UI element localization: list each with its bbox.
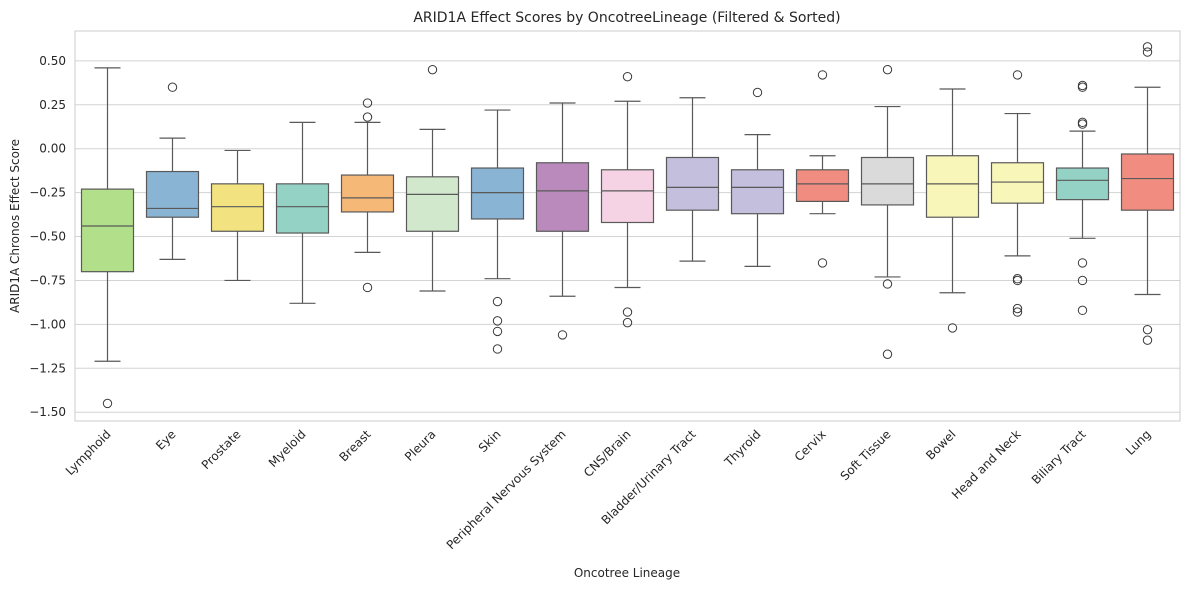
outlier-point [167, 82, 178, 92]
iqr-box [730, 169, 785, 215]
iqr-box [80, 188, 135, 273]
boxes [80, 42, 1175, 409]
y-tick-label: 0.50 [39, 54, 66, 68]
outlier-point [1077, 275, 1088, 286]
outlier-point [882, 349, 893, 359]
box-group [600, 71, 655, 328]
iqr-box [925, 155, 980, 218]
box-group [730, 87, 785, 268]
outlier-point [1077, 119, 1088, 129]
iqr-box [860, 156, 915, 206]
outlier-point [622, 317, 633, 328]
y-tick-labels: 0.50 0.25 0.00 −0.25 −0.50 −0.75 −1.00 −1.25 −1.… [29, 54, 66, 419]
plot-frame [74, 30, 1181, 422]
iqr-box [1055, 167, 1110, 201]
y-tick-label: −1.25 [29, 361, 66, 375]
chart-title: ARID1A Effect Scores by OncotreeLineage … [413, 10, 840, 26]
y-tick-label: −1.50 [29, 405, 66, 419]
y-tick-label: 0.00 [39, 142, 66, 156]
box-group [80, 67, 135, 409]
iqr-box [145, 170, 200, 218]
iqr-box [600, 169, 655, 224]
outlier-point [1077, 305, 1088, 316]
outlier-point [362, 112, 373, 122]
box-group [340, 98, 395, 293]
outlier-point [362, 98, 373, 108]
outlier-point [882, 279, 893, 289]
box-group [990, 70, 1045, 317]
box-group [145, 82, 200, 260]
iqr-box [405, 176, 460, 232]
box-group [925, 88, 980, 333]
y-tick-label: −0.50 [29, 230, 66, 244]
iqr-box [1120, 153, 1175, 211]
box-group [470, 109, 525, 354]
outlier-point [557, 330, 568, 340]
iqr-box [210, 183, 265, 232]
outlier-point [362, 282, 373, 293]
outlier-point [817, 70, 828, 80]
y-tick-label: −0.25 [29, 186, 66, 200]
outlier-point [492, 326, 503, 337]
outlier-point [752, 87, 763, 98]
y-tick-label: −1.00 [29, 317, 66, 331]
outlier-point [622, 71, 633, 82]
iqr-box [990, 162, 1045, 204]
outlier-point [1142, 47, 1153, 57]
iqr-box [665, 156, 720, 211]
box-group [795, 70, 850, 268]
outlier-point [1142, 335, 1153, 345]
outlier-point [882, 64, 893, 75]
x-axis-label: Oncotree Lineage [574, 566, 680, 580]
box-group [535, 102, 590, 340]
outlier-point [492, 296, 503, 307]
outlier-point [1077, 82, 1088, 92]
iqr-box [275, 183, 330, 234]
iqr-box [795, 169, 850, 203]
iqr-box [535, 162, 590, 232]
outlier-point [102, 398, 113, 409]
outlier-point [947, 323, 958, 333]
outlier-point [427, 64, 438, 75]
outlier-point [492, 316, 503, 326]
y-tick-label: 0.25 [39, 98, 66, 112]
outlier-point [1012, 70, 1023, 80]
box-group [1120, 42, 1175, 345]
iqr-box [340, 174, 395, 213]
box-group [275, 121, 330, 304]
y-axis-label: ARID1A Chronos Effect Score [8, 139, 22, 313]
box-group [210, 149, 265, 282]
outlier-point [1012, 303, 1023, 314]
box-group [665, 97, 720, 262]
outlier-point [1012, 307, 1023, 317]
iqr-box [470, 167, 525, 220]
outlier-point [622, 307, 633, 317]
outlier-point [817, 258, 828, 268]
box-group [860, 64, 915, 359]
box-group [1055, 80, 1110, 316]
outlier-point [1077, 258, 1088, 268]
outlier-point [1142, 42, 1153, 52]
box-group [405, 64, 460, 292]
y-tick-label: −0.75 [29, 273, 66, 287]
outlier-point [1012, 275, 1023, 286]
outlier-point [1142, 324, 1153, 335]
outlier-point [492, 344, 503, 354]
